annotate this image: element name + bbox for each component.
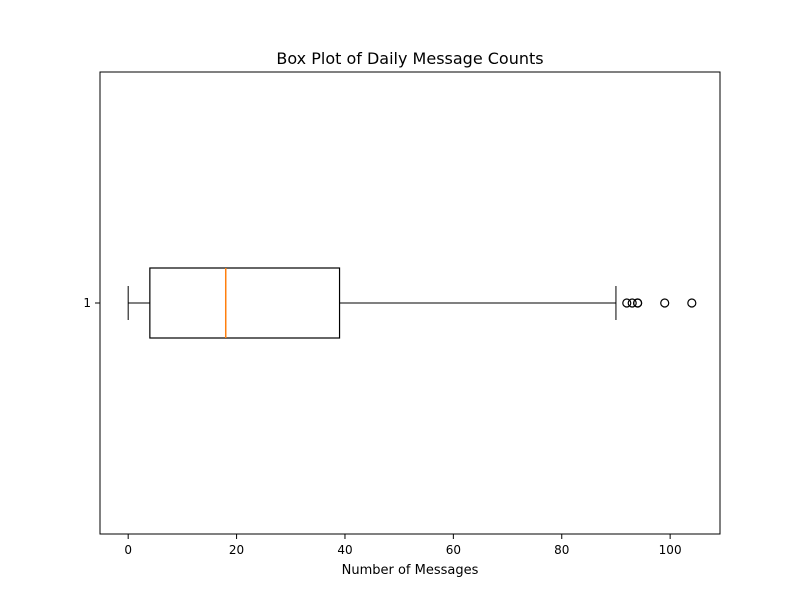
outlier-point (627, 298, 637, 308)
plot-marks (127, 267, 697, 339)
x-tick-label: 60 (446, 543, 461, 557)
outlier-point (633, 298, 643, 308)
outlier-point (687, 298, 697, 308)
x-axis-label: Number of Messages (342, 563, 479, 578)
outlier-point (622, 298, 632, 308)
y-axis: 1 (83, 296, 100, 310)
outlier-point (660, 298, 670, 308)
x-axis: 0 20 40 60 80 100 (124, 534, 682, 557)
y-tick-label: 1 (83, 296, 91, 310)
x-tick-label: 0 (124, 543, 132, 557)
x-tick-label: 40 (337, 543, 352, 557)
chart-title: Box Plot of Daily Message Counts (276, 49, 543, 68)
x-tick-label: 100 (659, 543, 682, 557)
x-tick-label: 20 (229, 543, 244, 557)
iqr-box (149, 267, 341, 339)
x-tick-label: 80 (554, 543, 569, 557)
